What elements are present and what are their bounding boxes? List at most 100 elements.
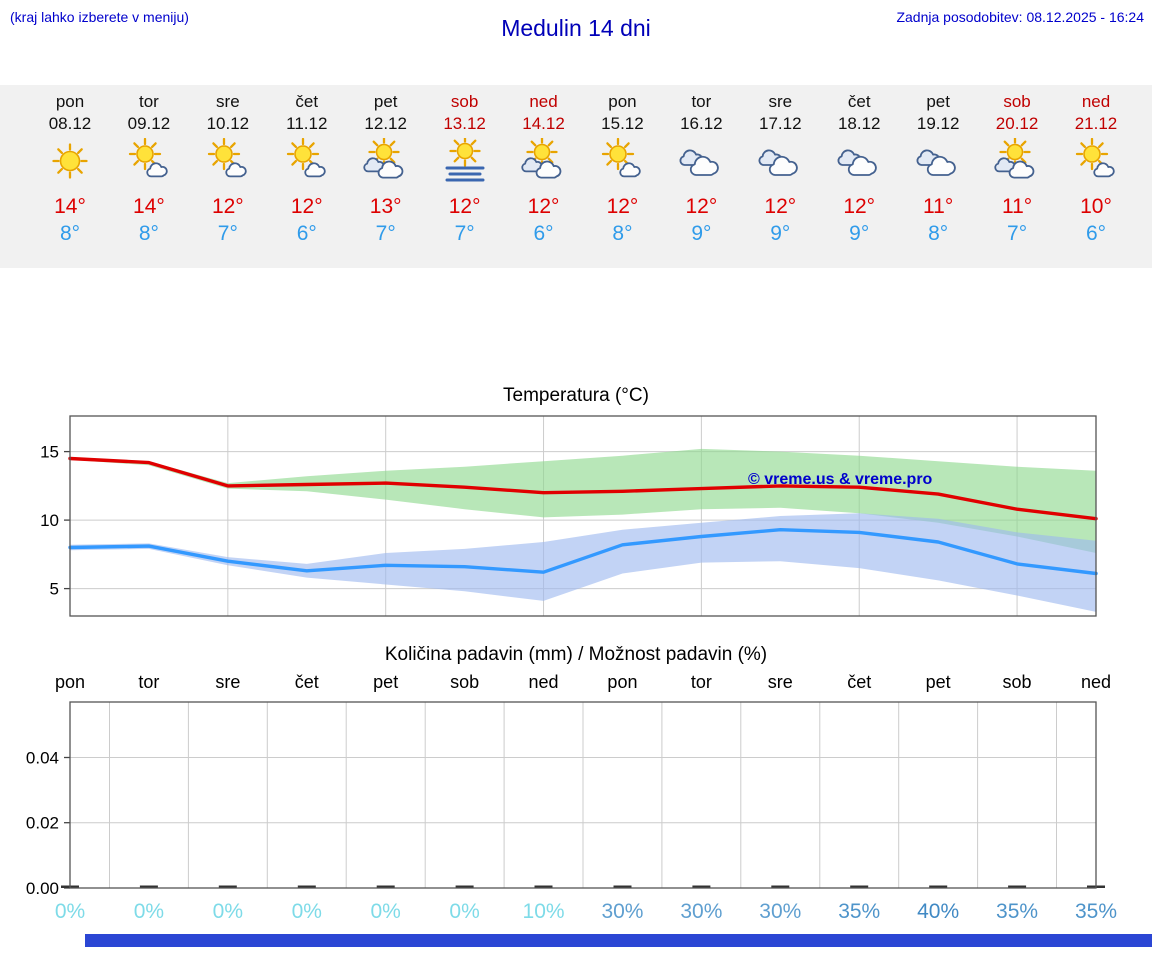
precip-probability: 30% — [601, 900, 644, 923]
mostly-sunny-icon — [1054, 137, 1138, 186]
cloudy-icon — [738, 138, 822, 186]
day-date: 18.12 — [837, 114, 881, 133]
forecast-day-column: sre 10.12 12° 7° — [186, 85, 270, 247]
day-name: čet — [295, 92, 319, 111]
high-temp: 12° — [764, 195, 797, 218]
precip-day-label: sob — [450, 672, 480, 692]
watermark-text: © vreme.us & vreme.pro — [748, 471, 933, 488]
precip-probability: 0% — [291, 900, 322, 923]
footer-bar — [85, 934, 1152, 947]
svg-text:0.04: 0.04 — [26, 749, 59, 768]
precip-day-label: pon — [607, 672, 638, 692]
menu-hint-text: (kraj lahko izberete v meniju) — [10, 9, 189, 25]
forecast-day-column: sob 20.12 11° 7° — [975, 85, 1059, 247]
min-range-band — [70, 513, 1096, 612]
precip-bar — [613, 885, 632, 888]
day-date: 12.12 — [364, 114, 407, 133]
precip-day-label: sre — [215, 672, 241, 692]
forecast-day-column: čet 11.12 12° 6° — [265, 85, 349, 247]
svg-text:0.00: 0.00 — [26, 879, 59, 896]
high-temp: 12° — [211, 195, 244, 218]
day-date: 21.12 — [1074, 114, 1118, 133]
day-date: 20.12 — [995, 114, 1039, 133]
day-date: 13.12 — [443, 114, 486, 133]
svg-text:5: 5 — [50, 580, 59, 599]
svg-text:0.02: 0.02 — [26, 814, 59, 833]
forecast-day-column: ned 14.12 12° 6° — [502, 85, 586, 247]
cloudy-icon — [896, 138, 980, 186]
precip-bar — [692, 885, 711, 888]
precip-bar — [929, 885, 948, 888]
precip-probability: 40% — [917, 900, 960, 923]
low-temp: 9° — [691, 222, 712, 245]
low-temp: 9° — [770, 222, 791, 245]
day-name: ned — [1081, 92, 1111, 111]
high-temp: 14° — [54, 195, 86, 218]
precip-probability: 35% — [1074, 900, 1118, 923]
precip-probability: 35% — [996, 900, 1039, 923]
day-date: 11.12 — [286, 114, 328, 133]
day-name: pet — [926, 92, 950, 111]
forecast-day-column: ned 21.12 10° 6° — [1054, 85, 1138, 247]
high-temp: 12° — [606, 195, 639, 218]
mostly-sunny-icon — [265, 137, 349, 186]
forecast-day-column: pet 12.12 13° 7° — [344, 85, 428, 247]
precip-probability: 0% — [54, 900, 86, 923]
precip-bar — [455, 885, 474, 888]
day-date: 19.12 — [916, 114, 960, 133]
precip-day-label: ned — [528, 672, 559, 692]
low-temp: 8° — [59, 222, 81, 245]
day-date: 17.12 — [759, 114, 802, 133]
high-temp: 12° — [290, 195, 323, 218]
partly-cloudy-icon — [975, 136, 1059, 186]
max-temp-line — [68, 456, 1098, 521]
forecast-day-column: tor 16.12 12° 9° — [659, 85, 743, 247]
precip-day-label: pet — [925, 672, 951, 692]
svg-text:10: 10 — [40, 511, 59, 530]
high-temp: 13° — [369, 195, 402, 218]
partly-cloudy-icon — [344, 136, 428, 186]
precip-bar — [534, 885, 553, 888]
temperature-chart: 5 10 15 © vreme.us & vreme.pro — [40, 415, 1098, 617]
day-date: 15.12 — [601, 114, 644, 133]
last-updated-text: Zadnja posodobitev: 08.12.2025 - 16:24 — [896, 9, 1144, 25]
precipitation-chart-title: Količina padavin (mm) / Možnost padavin … — [384, 644, 768, 665]
precip-probability: 30% — [759, 900, 802, 923]
precip-bar — [218, 885, 237, 888]
day-date: 09.12 — [127, 114, 171, 133]
day-name: pon — [608, 92, 637, 111]
mostly-sunny-icon — [580, 137, 664, 186]
precip-probability: 30% — [680, 900, 723, 923]
temperature-chart-title: Temperatura (°C) — [503, 385, 649, 406]
forecast-day-column: pon 08.12 14° 8° — [28, 85, 112, 247]
high-temp: 12° — [843, 195, 876, 218]
forecast-day-column: pet 19.12 11° 8° — [896, 85, 980, 247]
precip-day-label: tor — [138, 672, 160, 692]
cloudy-icon — [817, 138, 901, 186]
low-temp: 8° — [928, 222, 949, 245]
low-temp: 6° — [533, 222, 554, 245]
day-name: sob — [1003, 92, 1031, 111]
forecast-day-column: pon 15.12 12° 8° — [580, 85, 664, 247]
high-temp: 14° — [133, 195, 165, 218]
precip-day-label: sre — [767, 672, 793, 692]
low-temp: 7° — [1007, 222, 1028, 245]
svg-text:15: 15 — [40, 443, 59, 462]
day-name: tor — [691, 92, 712, 111]
precip-day-label: čet — [294, 672, 319, 692]
precip-probability: 0% — [212, 900, 244, 923]
low-temp: 6° — [296, 222, 317, 245]
high-temp: 11° — [1001, 195, 1033, 218]
precip-day-label: pet — [373, 672, 399, 692]
low-temp: 8° — [138, 222, 159, 245]
precip-bar — [850, 885, 869, 888]
precipitation-chart: 0.00 0.02 0.04 — [26, 701, 1105, 896]
high-temp: 12° — [685, 195, 718, 218]
forecast-strip: pon 08.12 14° 8° tor 09.12 14° 8° sre 10.12 12° 7° č… — [0, 85, 1152, 268]
precip-day-label: sob — [1002, 672, 1032, 692]
precip-bar — [1008, 885, 1027, 888]
precip-bar — [771, 885, 790, 888]
precip-probability: 0% — [133, 900, 165, 923]
low-temp: 7° — [454, 222, 475, 245]
precip-day-label: pon — [54, 672, 86, 692]
